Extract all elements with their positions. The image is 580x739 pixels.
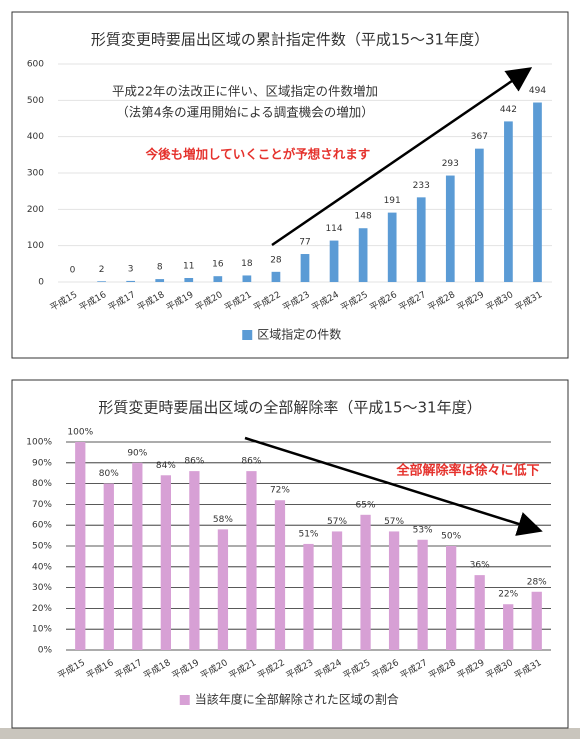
bar <box>184 278 194 282</box>
data-label: 57% <box>384 517 404 527</box>
data-label: 0 <box>70 266 76 276</box>
data-label: 8 <box>157 263 163 273</box>
bar <box>387 212 397 282</box>
y-tick-label: 200 <box>27 205 44 215</box>
data-label: 114 <box>325 224 342 234</box>
y-tick-label: 80% <box>32 479 52 489</box>
bar <box>246 471 257 650</box>
bar <box>300 254 310 282</box>
bar <box>155 279 165 282</box>
data-label: 442 <box>500 105 517 115</box>
bar <box>474 575 485 650</box>
annotation: 今後も増加していくことが予想されます <box>145 147 371 162</box>
y-tick-label: 20% <box>32 604 52 614</box>
bar <box>503 604 514 650</box>
y-tick-label: 0 <box>38 278 44 288</box>
bar <box>531 591 542 650</box>
bar <box>303 543 314 650</box>
y-tick-label: 10% <box>32 625 52 635</box>
trend-arrow <box>244 436 543 536</box>
data-label: 84% <box>156 461 176 471</box>
chart-title: 形質変更時要届出区域の累計指定件数（平成15～31年度） <box>91 31 489 49</box>
bar <box>388 531 400 650</box>
trend-arrow <box>271 67 533 247</box>
bar <box>274 500 286 650</box>
y-tick-label: 50% <box>32 542 52 552</box>
bar <box>416 197 426 282</box>
data-label: 28% <box>527 577 547 587</box>
bar <box>329 240 339 282</box>
legend-label: 当該年度に全部解除された区域の割合 <box>195 692 399 707</box>
bar <box>242 275 252 282</box>
background-strip <box>0 728 580 739</box>
bar <box>360 514 371 650</box>
bar <box>533 102 542 282</box>
data-label: 293 <box>442 159 459 169</box>
data-label: 53% <box>413 525 433 535</box>
data-label: 2 <box>99 265 105 275</box>
bar <box>474 148 484 282</box>
bar <box>103 483 114 650</box>
bar <box>189 471 200 650</box>
y-tick-label: 400 <box>27 132 44 142</box>
y-tick-label: 100% <box>26 438 52 448</box>
legend-swatch <box>242 330 253 340</box>
bar <box>126 280 136 282</box>
y-tick-label: 40% <box>32 562 52 572</box>
bar <box>331 531 343 650</box>
data-label: 90% <box>127 448 147 458</box>
bar <box>132 462 143 650</box>
y-tick-label: 500 <box>27 96 44 106</box>
data-label: 16 <box>212 260 224 270</box>
data-label: 86% <box>184 457 204 467</box>
data-label: 65% <box>356 500 376 510</box>
data-label: 77 <box>299 238 310 248</box>
bar <box>217 529 229 650</box>
bar <box>446 546 457 650</box>
data-label: 50% <box>441 532 461 542</box>
data-label: 80% <box>99 469 119 479</box>
data-label: 72% <box>270 486 290 496</box>
bar <box>445 175 455 282</box>
bar <box>417 539 428 650</box>
y-tick-label: 30% <box>32 583 52 593</box>
y-tick-label: 100 <box>27 241 44 251</box>
annotation: （法第4条の運用開始による調査機会の増加） <box>116 105 374 120</box>
data-label: 3 <box>128 264 134 274</box>
y-tick-label: 60% <box>32 521 52 531</box>
y-tick-label: 90% <box>32 458 52 468</box>
data-label: 86% <box>241 457 261 467</box>
data-label: 148 <box>355 212 372 222</box>
annotation: 平成22年の法改正に伴い、区域指定の件数増加 <box>112 84 378 99</box>
y-tick-label: 300 <box>27 169 44 179</box>
data-label: 100% <box>67 428 93 438</box>
data-label: 36% <box>470 561 490 571</box>
data-label: 367 <box>471 132 488 142</box>
data-label: 28 <box>270 255 282 265</box>
data-label: 57% <box>327 517 347 527</box>
data-label: 51% <box>298 529 318 539</box>
bar <box>504 121 513 282</box>
data-label: 233 <box>413 181 430 191</box>
data-label: 494 <box>529 86 546 96</box>
chart-title: 形質変更時要届出区域の全部解除率（平成15～31年度） <box>98 399 481 417</box>
bar <box>271 271 281 282</box>
bar <box>75 442 86 650</box>
y-tick-label: 0% <box>38 646 53 656</box>
annotation: 全部解除率は徐々に低下 <box>395 463 539 479</box>
legend-label: 区域指定の件数 <box>257 327 341 342</box>
bar <box>213 276 223 282</box>
data-label: 11 <box>183 262 194 272</box>
legend-swatch <box>179 695 190 705</box>
data-label: 18 <box>241 259 253 269</box>
bar <box>358 228 368 282</box>
data-label: 191 <box>384 196 401 206</box>
bar <box>160 475 171 650</box>
y-tick-label: 70% <box>32 500 52 510</box>
data-label: 22% <box>498 590 518 600</box>
y-tick-label: 600 <box>27 60 44 70</box>
bar <box>97 281 106 282</box>
data-label: 58% <box>213 515 233 525</box>
